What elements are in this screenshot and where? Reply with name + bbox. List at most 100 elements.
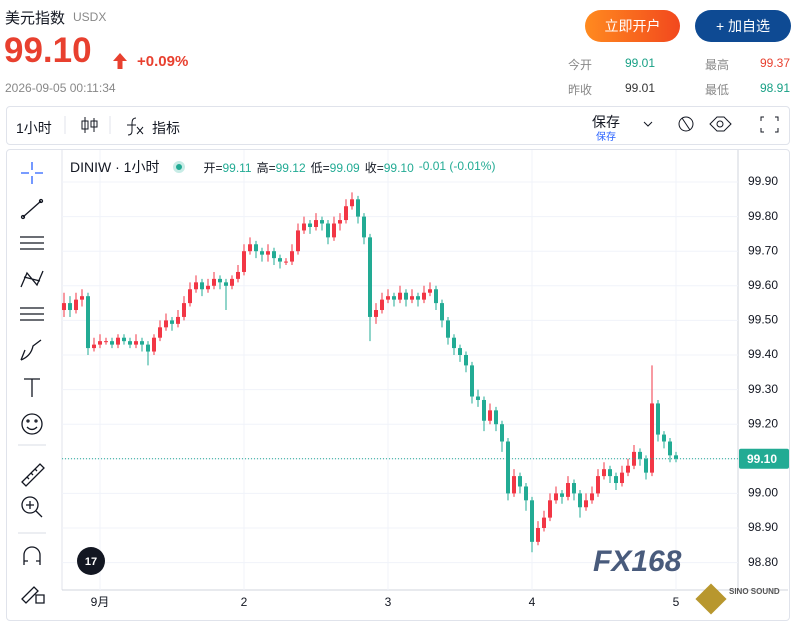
candle-body: [338, 220, 342, 224]
x-tick-label: 4: [529, 595, 536, 609]
legend-item: 低=99.09: [311, 159, 360, 176]
candle-body: [314, 220, 318, 227]
candle-body: [566, 483, 570, 497]
tv-logo-text: 17: [85, 556, 97, 568]
candle-body: [380, 299, 384, 311]
candle-body: [578, 493, 582, 508]
candle-body: [296, 230, 300, 252]
candle-body: [194, 282, 198, 290]
legend-item: 收=99.10: [365, 159, 414, 176]
candle-body: [674, 455, 678, 459]
candle-body: [68, 303, 72, 311]
candle-body: [650, 403, 654, 473]
candle-body: [434, 289, 438, 304]
last-price-label: 99.10: [747, 452, 777, 466]
candle-body: [386, 296, 390, 300]
candle-body: [662, 434, 666, 442]
stat-label: 今开: [568, 58, 593, 72]
candle-body: [614, 476, 618, 484]
legend-text: 99.09: [329, 160, 360, 175]
candle-body: [224, 282, 228, 286]
watermark-logo: [695, 583, 727, 615]
candle-body: [188, 289, 192, 304]
x-tick-label: 9月: [91, 595, 110, 609]
toolbar: [6, 106, 790, 145]
up-arrow: [113, 53, 127, 69]
x-tick-label: 5: [673, 595, 680, 609]
x-tick-label: 2: [241, 595, 248, 609]
y-tick-label: 99.70: [748, 243, 778, 257]
tv-logo: [77, 547, 105, 575]
stat-value: 99.01: [625, 56, 656, 70]
candle-body: [116, 337, 120, 345]
candle-body: [206, 285, 210, 290]
candle-body: [254, 244, 258, 252]
candle-body: [446, 320, 450, 338]
candle-body: [626, 465, 630, 473]
time: 2026-09-05 00:11:34: [5, 81, 116, 95]
candle-body: [506, 441, 510, 494]
legend-text: 99.11: [222, 160, 252, 175]
status-dot: [173, 161, 186, 173]
candle-body: [428, 289, 432, 293]
stat-label: 最高: [705, 58, 730, 72]
candle-body: [350, 199, 354, 207]
y-tick-label: 99.90: [748, 174, 778, 188]
toolbar-icons: [64, 116, 779, 136]
save-button[interactable]: 保存: [592, 114, 620, 130]
candle-body: [122, 337, 126, 342]
change: +0.09%: [137, 53, 189, 70]
open-account-button[interactable]: 立即开户: [585, 10, 680, 42]
candle-body: [500, 424, 504, 442]
candle-body: [638, 451, 642, 459]
legend-text: 99.10: [383, 160, 414, 175]
last-price-box: [739, 448, 789, 469]
candle-body: [584, 500, 588, 508]
stat-value: 99.37: [760, 56, 791, 70]
interval-button[interactable]: 1小时: [16, 120, 52, 136]
candle-body: [512, 476, 516, 494]
y-tick-label: 99.60: [748, 278, 778, 292]
watermark-brand: FX168: [593, 545, 682, 578]
candle-body: [86, 296, 90, 349]
candle-body: [356, 199, 360, 217]
candle-body: [572, 483, 576, 494]
candle-body: [464, 355, 468, 366]
candle-body: [218, 278, 222, 283]
candle-body: [62, 303, 66, 311]
candle-body: [308, 223, 312, 227]
candle-body: [644, 458, 648, 473]
y-tick-label: 99.80: [748, 209, 778, 223]
ohlc: 开=99.11 高=99.12 低=99.09 收=99.10 -0.01 (-0.01…: [203, 159, 495, 176]
candle-body: [404, 292, 408, 300]
y-tick-label: 98.80: [748, 555, 778, 569]
candle-body: [92, 344, 96, 349]
candle-body: [524, 486, 528, 501]
drawing-tools: [18, 162, 46, 604]
legend-text: 收=: [364, 160, 384, 175]
candle-body: [242, 251, 246, 272]
candle-body: [344, 206, 348, 221]
title: 美元指数: [5, 10, 66, 27]
indicators-button[interactable]: 指标: [152, 120, 180, 136]
candle-body: [632, 451, 636, 466]
candle-body: [278, 258, 282, 262]
candle-body: [458, 348, 462, 355]
code: USDX: [73, 10, 107, 24]
legend-text: 高=: [256, 160, 276, 175]
candle-body: [290, 251, 294, 262]
candle-body: [272, 251, 276, 259]
price: 99.10: [4, 31, 92, 70]
candle-body: [236, 271, 240, 279]
candle-body: [416, 296, 420, 300]
add-watchlist-button[interactable]: + 加自选: [695, 10, 791, 42]
candle-body: [410, 296, 414, 300]
candle-body: [590, 493, 594, 501]
candle-body: [398, 292, 402, 300]
symbol: DINIW · 1小时: [70, 159, 160, 175]
candle-body: [170, 320, 174, 324]
candle-body: [476, 396, 480, 400]
candle-body: [530, 500, 534, 542]
